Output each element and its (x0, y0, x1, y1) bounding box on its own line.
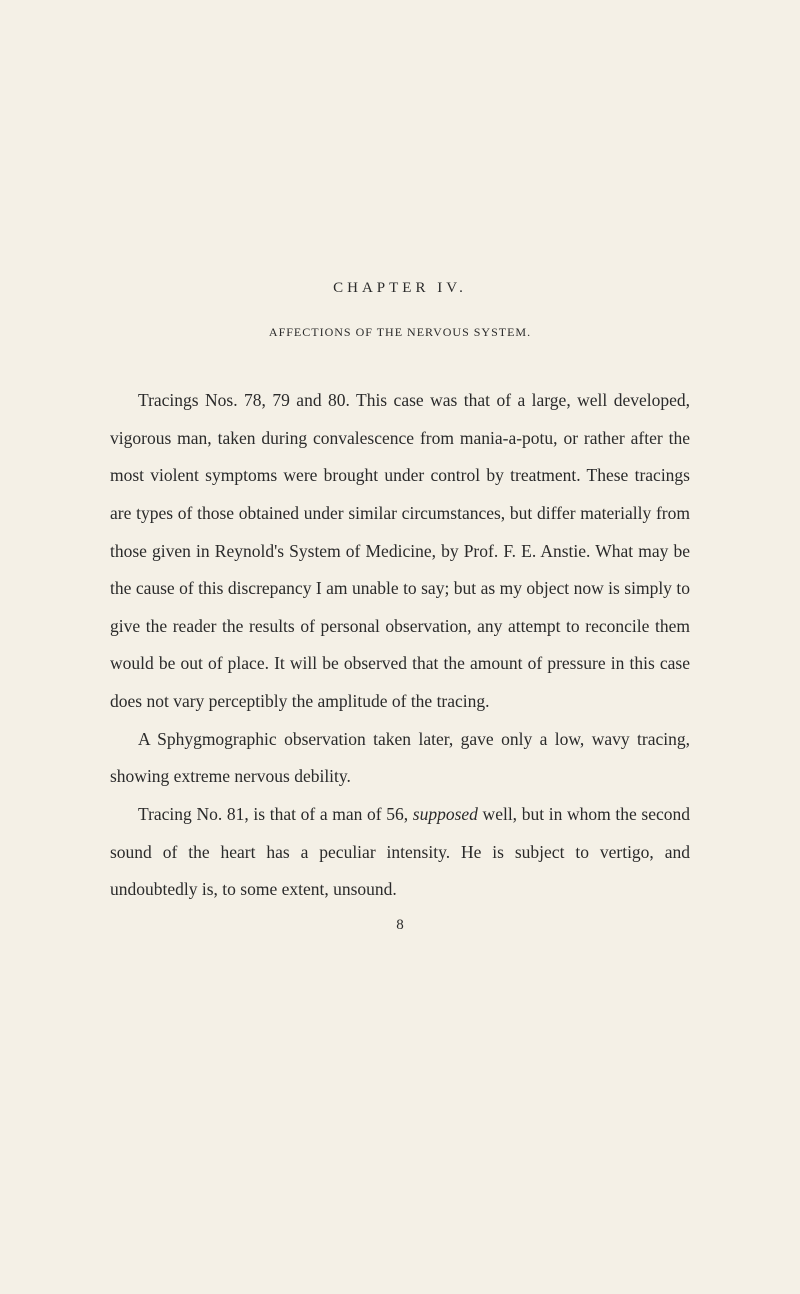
page-number: 8 (110, 917, 690, 934)
paragraph-1: Tracings Nos. 78, 79 and 80. This case w… (110, 382, 690, 721)
chapter-heading: CHAPTER IV. (110, 280, 690, 297)
chapter-subtitle: AFFECTIONS OF THE NERVOUS SYSTEM. (110, 325, 690, 340)
paragraph-3: Tracing No. 81, is that of a man of 56, … (110, 796, 690, 909)
paragraph-2: A Sphygmographic observation taken later… (110, 721, 690, 796)
p3-text-1: Tracing No. 81, is that of a man of 56, (138, 804, 413, 824)
p3-italic: supposed (413, 804, 478, 824)
